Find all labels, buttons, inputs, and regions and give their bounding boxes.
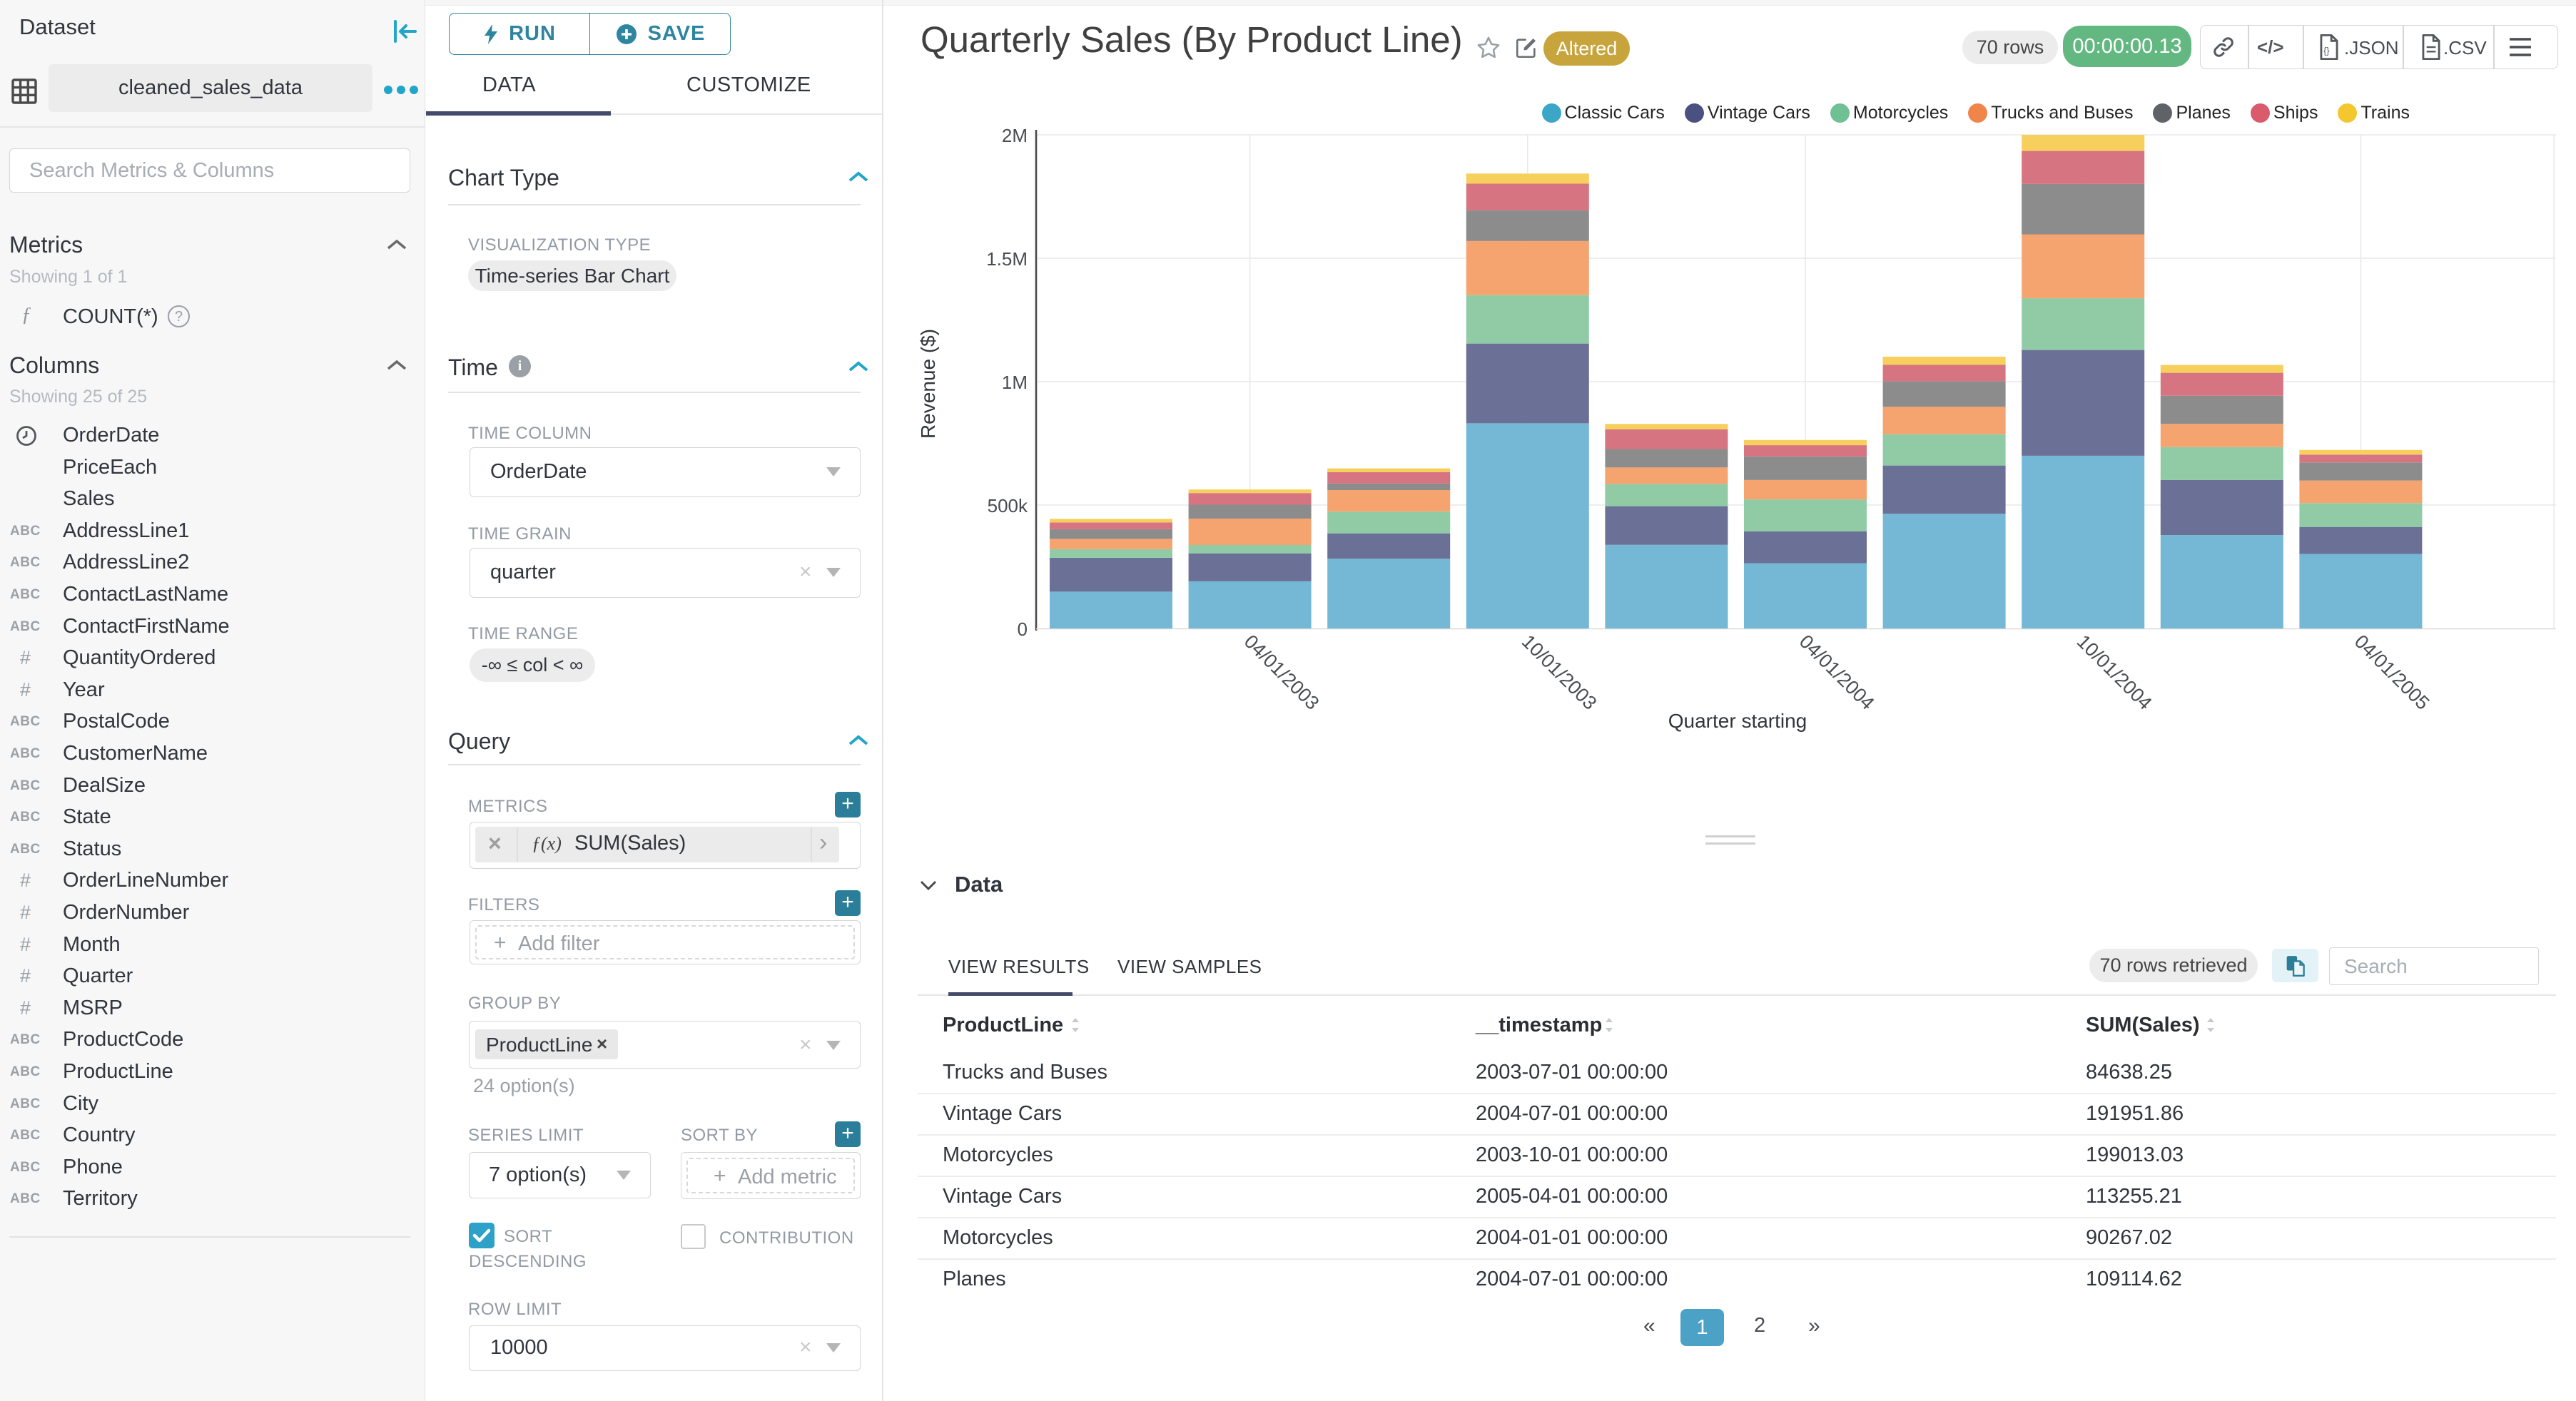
- svg-text:04/01/2004: 04/01/2004: [1795, 631, 1879, 714]
- svg-text:04/01/2003: 04/01/2003: [1240, 631, 1324, 714]
- svg-text:10/01/2004: 10/01/2004: [2073, 631, 2156, 714]
- svg-text:500k: 500k: [988, 495, 1028, 516]
- svg-text:2M: 2M: [1002, 125, 1028, 146]
- svg-text:0: 0: [1018, 618, 1028, 640]
- svg-text:1M: 1M: [1002, 372, 1028, 393]
- svg-text:10/01/2003: 10/01/2003: [1518, 631, 1601, 714]
- svg-text:Quarter starting: Quarter starting: [1668, 710, 1807, 732]
- svg-text:1.5M: 1.5M: [986, 248, 1028, 270]
- svg-text:Revenue ($): Revenue ($): [917, 329, 939, 439]
- svg-text:{}: {}: [2323, 46, 2329, 56]
- svg-text:04/01/2005: 04/01/2005: [2351, 631, 2434, 714]
